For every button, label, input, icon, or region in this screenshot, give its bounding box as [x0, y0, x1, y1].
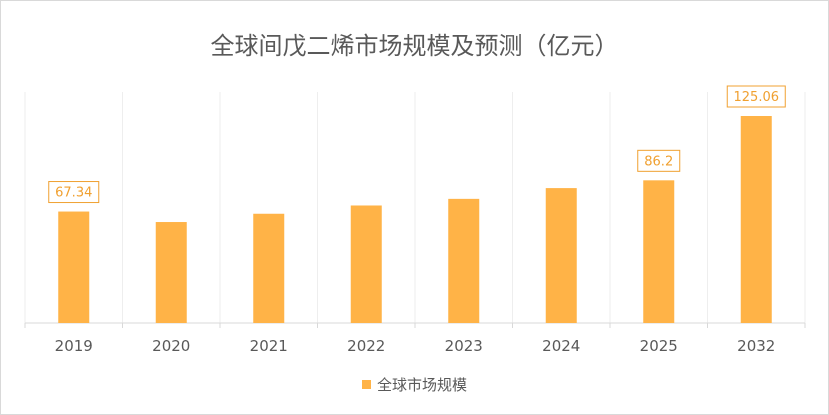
bar-2024 — [545, 188, 577, 323]
bar-2019 — [58, 211, 90, 323]
x-tick-label: 2022 — [347, 337, 385, 355]
data-label-box — [637, 149, 681, 172]
x-tick-label: 2020 — [152, 337, 190, 355]
legend: 全球市场规模 — [0, 374, 829, 395]
bar-2025 — [643, 180, 675, 323]
data-label: 125.06 — [734, 90, 780, 105]
data-label-box — [726, 85, 786, 108]
bar-2022 — [350, 205, 382, 323]
bar-2023 — [448, 198, 480, 323]
legend-swatch — [361, 380, 371, 389]
x-tick-label: 2025 — [640, 337, 678, 355]
legend-label: 全球市场规模 — [376, 376, 467, 394]
bar-2032 — [740, 116, 772, 323]
bar-2021 — [253, 213, 285, 323]
data-label: 86.2 — [644, 154, 673, 169]
data-label-box — [48, 181, 100, 204]
data-label: 67.34 — [55, 186, 92, 201]
x-tick-label: 2019 — [55, 337, 93, 355]
x-tick-label: 2032 — [737, 337, 775, 355]
bar-2020 — [155, 222, 187, 323]
x-tick-label: 2023 — [445, 337, 483, 355]
chart-title: 全球间戊二烯市场规模及预测（亿元） — [210, 32, 619, 60]
x-tick-label: 2024 — [542, 337, 580, 355]
x-tick-label: 2021 — [250, 337, 288, 355]
